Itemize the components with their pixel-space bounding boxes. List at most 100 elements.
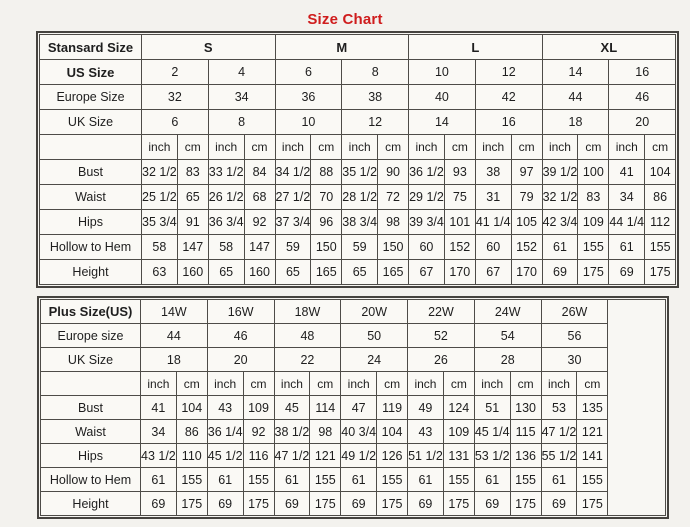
size-value-cell: 24 xyxy=(340,347,409,372)
size-group-header: M xyxy=(274,34,410,60)
measure-value-cell: 36 3/4 xyxy=(207,209,245,235)
measure-value-cell: 86 xyxy=(644,184,677,210)
size-group-header: 20W xyxy=(340,299,409,324)
measure-value-cell: 31 xyxy=(474,184,512,210)
measure-value-cell: 165 xyxy=(377,259,410,285)
measure-value-cell: 110 xyxy=(175,443,208,468)
size-value-cell: 2 xyxy=(141,59,209,85)
measure-value-cell: 65 xyxy=(341,259,379,285)
measure-value-cell: 175 xyxy=(644,259,677,285)
measure-value-cell: 90 xyxy=(377,159,410,185)
size-value-cell: 42 xyxy=(474,84,543,110)
measure-value-cell: 109 xyxy=(442,419,475,444)
size-group-header: 24W xyxy=(473,299,542,324)
measure-value-cell: 175 xyxy=(576,491,609,516)
unit-header-cell: inch xyxy=(273,371,311,396)
size-value-cell: 18 xyxy=(541,109,610,135)
unit-header-cell: cm xyxy=(310,134,343,160)
measure-value-cell: 150 xyxy=(377,234,410,260)
measure-value-cell: 104 xyxy=(175,395,208,420)
measure-value-cell: 58 xyxy=(141,234,178,260)
size-value-cell: 16 xyxy=(608,59,677,85)
size-value-cell: 8 xyxy=(341,59,410,85)
measure-value-cell: 41 1/4 xyxy=(474,209,512,235)
measure-value-cell: 53 xyxy=(540,395,578,420)
measure-value-cell: 28 1/2 xyxy=(341,184,379,210)
measure-value-cell: 47 xyxy=(340,395,378,420)
measure-value-cell: 160 xyxy=(243,259,276,285)
measure-value-cell: 170 xyxy=(510,259,543,285)
measure-value-cell: 175 xyxy=(242,491,275,516)
row-label: Europe Size xyxy=(39,84,142,110)
measure-value-cell: 27 1/2 xyxy=(274,184,312,210)
unit-header-cell: inch xyxy=(608,134,646,160)
measure-value-cell: 175 xyxy=(442,491,475,516)
measure-value-cell: 72 xyxy=(377,184,410,210)
unit-header-cell: inch xyxy=(474,134,512,160)
size-value-cell: 54 xyxy=(473,323,542,348)
measure-value-cell: 63 xyxy=(141,259,178,285)
size-value-cell: 14 xyxy=(408,109,476,135)
measure-value-cell: 61 xyxy=(340,467,378,492)
measure-value-cell: 34 xyxy=(140,419,177,444)
measure-value-cell: 38 3/4 xyxy=(341,209,379,235)
size-value-cell: 12 xyxy=(341,109,410,135)
measure-value-cell: 175 xyxy=(509,491,542,516)
measure-value-cell: 175 xyxy=(376,491,409,516)
row-label: Height xyxy=(39,259,142,285)
measure-value-cell: 61 xyxy=(407,467,444,492)
row-label xyxy=(39,134,142,160)
unit-header-cell: cm xyxy=(242,371,275,396)
unit-header-cell: cm xyxy=(509,371,542,396)
size-value-cell: 14 xyxy=(541,59,610,85)
measure-value-cell: 152 xyxy=(510,234,543,260)
measure-value-cell: 35 1/2 xyxy=(341,159,379,185)
size-value-cell: 32 xyxy=(141,84,209,110)
plus-size-table: Plus Size(US) 14W 16W 18W 20W 22W 24W 26W Europe… xyxy=(40,299,667,516)
unit-header-cell: cm xyxy=(309,371,342,396)
measure-value-cell: 39 1/2 xyxy=(541,159,579,185)
size-value-cell: 38 xyxy=(341,84,410,110)
measure-value-cell: 40 3/4 xyxy=(340,419,378,444)
measure-value-cell: 91 xyxy=(176,209,209,235)
unit-header-cell: cm xyxy=(577,134,610,160)
unit-header-cell: cm xyxy=(644,134,677,160)
size-value-cell: 52 xyxy=(407,323,475,348)
size-value-cell: 48 xyxy=(273,323,342,348)
size-value-cell: 28 xyxy=(473,347,542,372)
size-group-header: XL xyxy=(541,34,677,60)
size-group-header: 18W xyxy=(273,299,342,324)
measure-value-cell: 155 xyxy=(577,234,610,260)
size-value-cell: 50 xyxy=(340,323,409,348)
measure-value-cell: 61 xyxy=(206,467,244,492)
measure-value-cell: 32 1/2 xyxy=(141,159,178,185)
measure-value-cell: 69 xyxy=(340,491,378,516)
measure-value-cell: 68 xyxy=(243,184,276,210)
measure-value-cell: 155 xyxy=(309,467,342,492)
size-value-cell: 44 xyxy=(541,84,610,110)
measure-value-cell: 155 xyxy=(376,467,409,492)
unit-header-cell: cm xyxy=(377,134,410,160)
measure-value-cell: 124 xyxy=(442,395,475,420)
measure-value-cell: 147 xyxy=(176,234,209,260)
size-group-header: 26W xyxy=(540,299,609,324)
measure-value-cell: 33 1/2 xyxy=(207,159,245,185)
measure-value-cell: 61 xyxy=(140,467,177,492)
measure-value-cell: 34 xyxy=(608,184,646,210)
measure-value-cell: 65 xyxy=(176,184,209,210)
size-value-cell: 18 xyxy=(140,347,208,372)
measure-value-cell: 92 xyxy=(243,209,276,235)
measure-value-cell: 109 xyxy=(577,209,610,235)
row-label: UK Size xyxy=(40,347,141,372)
measure-value-cell: 65 xyxy=(274,259,312,285)
measure-value-cell: 61 xyxy=(473,467,511,492)
row-label: UK Size xyxy=(39,109,142,135)
measure-value-cell: 51 xyxy=(473,395,511,420)
unit-header-cell: inch xyxy=(141,134,178,160)
measure-value-cell: 45 1/4 xyxy=(473,419,511,444)
unit-header-cell: inch xyxy=(408,134,445,160)
row-label: Height xyxy=(40,491,141,516)
measure-value-cell: 69 xyxy=(608,259,646,285)
measure-value-cell: 147 xyxy=(243,234,276,260)
measure-value-cell: 170 xyxy=(443,259,476,285)
